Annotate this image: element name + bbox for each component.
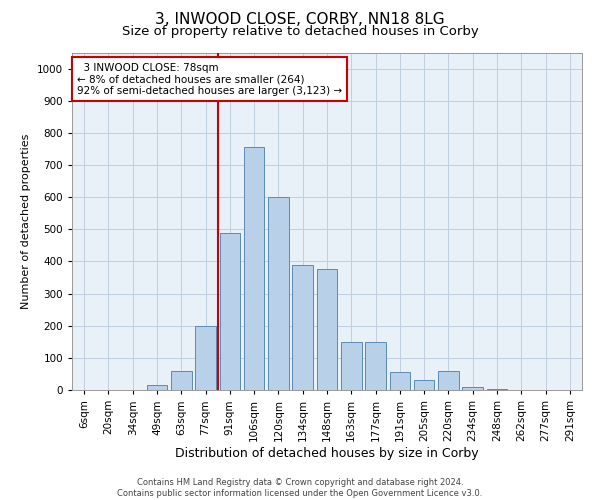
Bar — [268, 197, 289, 390]
Bar — [220, 232, 240, 390]
Bar — [292, 264, 313, 390]
Text: Size of property relative to detached houses in Corby: Size of property relative to detached ho… — [122, 25, 478, 38]
Bar — [146, 385, 167, 390]
Text: 3 INWOOD CLOSE: 78sqm
← 8% of detached houses are smaller (264)
92% of semi-deta: 3 INWOOD CLOSE: 78sqm ← 8% of detached h… — [77, 62, 342, 96]
Bar — [244, 148, 265, 390]
Bar — [195, 326, 216, 390]
Text: Contains HM Land Registry data © Crown copyright and database right 2024.
Contai: Contains HM Land Registry data © Crown c… — [118, 478, 482, 498]
Bar — [463, 387, 483, 390]
Bar — [171, 370, 191, 390]
Y-axis label: Number of detached properties: Number of detached properties — [21, 134, 31, 309]
Bar — [389, 372, 410, 390]
Bar — [438, 372, 459, 390]
Bar — [317, 268, 337, 390]
Bar — [365, 342, 386, 390]
X-axis label: Distribution of detached houses by size in Corby: Distribution of detached houses by size … — [175, 446, 479, 460]
Bar — [414, 380, 434, 390]
Text: 3, INWOOD CLOSE, CORBY, NN18 8LG: 3, INWOOD CLOSE, CORBY, NN18 8LG — [155, 12, 445, 28]
Bar — [341, 342, 362, 390]
